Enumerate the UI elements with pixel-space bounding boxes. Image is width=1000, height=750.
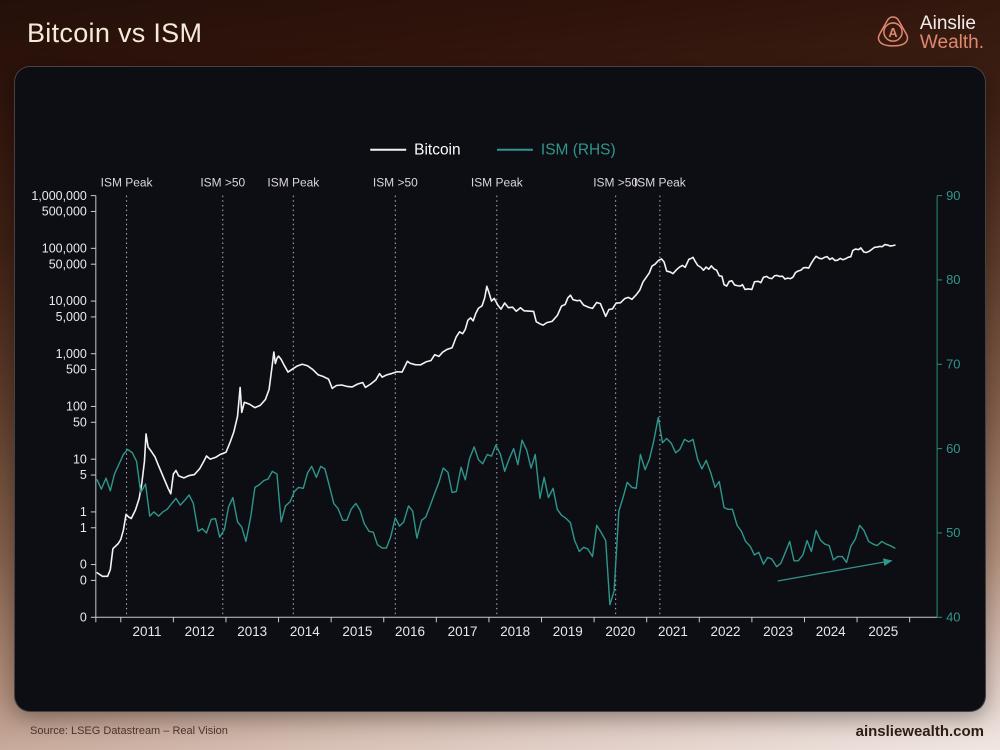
- x-axis-year-label: 2014: [290, 624, 320, 639]
- y-axis-left-tick-label: 5: [80, 468, 87, 482]
- y-axis-left-tick-label: 100: [66, 400, 87, 414]
- y-axis-left-tick-label: 50,000: [49, 257, 87, 271]
- header: Bitcoin vs ISM A Ainslie Wealth.: [0, 0, 1000, 66]
- x-axis-year-label: 2024: [816, 624, 846, 639]
- bitcoin-series-line: [96, 243, 896, 578]
- x-axis-year-label: 2025: [868, 624, 898, 639]
- event-label: ISM Peak: [267, 176, 319, 190]
- y-axis-left-tick-label: 0: [80, 574, 87, 588]
- x-axis-year-label: 2023: [763, 624, 793, 639]
- y-axis-left-tick-label: 1,000: [56, 347, 87, 361]
- x-axis-year-label: 2017: [448, 624, 478, 639]
- x-axis-year-label: 2011: [133, 624, 162, 639]
- y-axis-left-tick-label: 50: [73, 415, 87, 429]
- y-axis-right-tick-label: 80: [946, 272, 960, 287]
- y-axis-right-tick-label: 60: [946, 441, 960, 456]
- y-axis-right-tick-label: 90: [946, 188, 960, 203]
- x-axis-year-label: 2013: [237, 624, 267, 639]
- event-label: ISM >50: [200, 176, 245, 190]
- x-axis-year-label: 2012: [185, 624, 215, 639]
- x-axis-year-label: 2016: [395, 624, 425, 639]
- y-axis-left-tick-label: 10: [73, 452, 87, 466]
- event-label: ISM Peak: [634, 176, 686, 190]
- y-axis-right-tick-label: 70: [946, 356, 960, 371]
- legend-label-bitcoin: Bitcoin: [414, 142, 460, 159]
- y-axis-left-tick-label: 1: [80, 521, 87, 535]
- brand-name: Ainslie: [919, 12, 976, 34]
- bitcoin-vs-ism-chart: ISM Peak ISM >50 ISM Peak ISM >50 ISM Peak IS…: [31, 142, 960, 639]
- x-axis-year-label: 2018: [500, 624, 530, 639]
- y-axis-left-tick-label: 5,000: [56, 310, 87, 324]
- y-axis-left-tick-label: 500,000: [42, 205, 87, 219]
- x-axis-year-label: 2020: [605, 624, 635, 639]
- website-text: ainsliewealth.com: [855, 722, 984, 740]
- y-axis-left-tick-label: 100,000: [42, 242, 87, 256]
- logo-letter: A: [888, 25, 897, 40]
- ism-trend-arrow: [777, 558, 893, 582]
- brand-text: Ainslie Wealth.: [919, 12, 984, 53]
- chart-panel: ISM Peak ISM >50 ISM Peak ISM >50 ISM Peak IS…: [14, 66, 986, 712]
- event-label: ISM >50: [593, 176, 638, 190]
- ainslie-logo-icon: A: [877, 16, 909, 47]
- y-axis-right-tick-label: 40: [946, 609, 960, 624]
- page-title: Bitcoin vs ISM: [27, 17, 203, 48]
- event-label: ISM Peak: [101, 176, 153, 190]
- x-axis-year-label: 2015: [342, 624, 372, 639]
- x-axis-year-label: 2022: [711, 624, 741, 639]
- event-label: ISM Peak: [471, 176, 523, 190]
- event-label: ISM >50: [373, 176, 418, 190]
- brand-logo: A Ainslie Wealth.: [874, 12, 984, 53]
- ism-series-line: [96, 416, 896, 606]
- source-note: Source: LSEG Datastream – Real Vision: [30, 725, 228, 737]
- y-axis-left-tick-label: 1,000,000: [31, 189, 87, 203]
- x-axis-year-label: 2019: [553, 624, 583, 639]
- y-axis-left-tick-label: 10,000: [49, 294, 87, 308]
- brand-name-suffix: Wealth.: [919, 32, 984, 53]
- y-axis-left-tick-label: 0: [80, 558, 87, 572]
- x-axis-year-label: 2021: [658, 624, 688, 639]
- y-axis-right-tick-label: 50: [946, 525, 960, 540]
- y-axis-left-tick-label: 0: [80, 610, 87, 624]
- y-axis-left-tick-label: 500: [66, 363, 87, 377]
- y-axis-left-tick-label: 1: [80, 505, 87, 519]
- legend-label-ism: ISM (RHS): [541, 142, 616, 159]
- footer: Source: LSEG Datastream – Real Vision ai…: [0, 712, 1000, 750]
